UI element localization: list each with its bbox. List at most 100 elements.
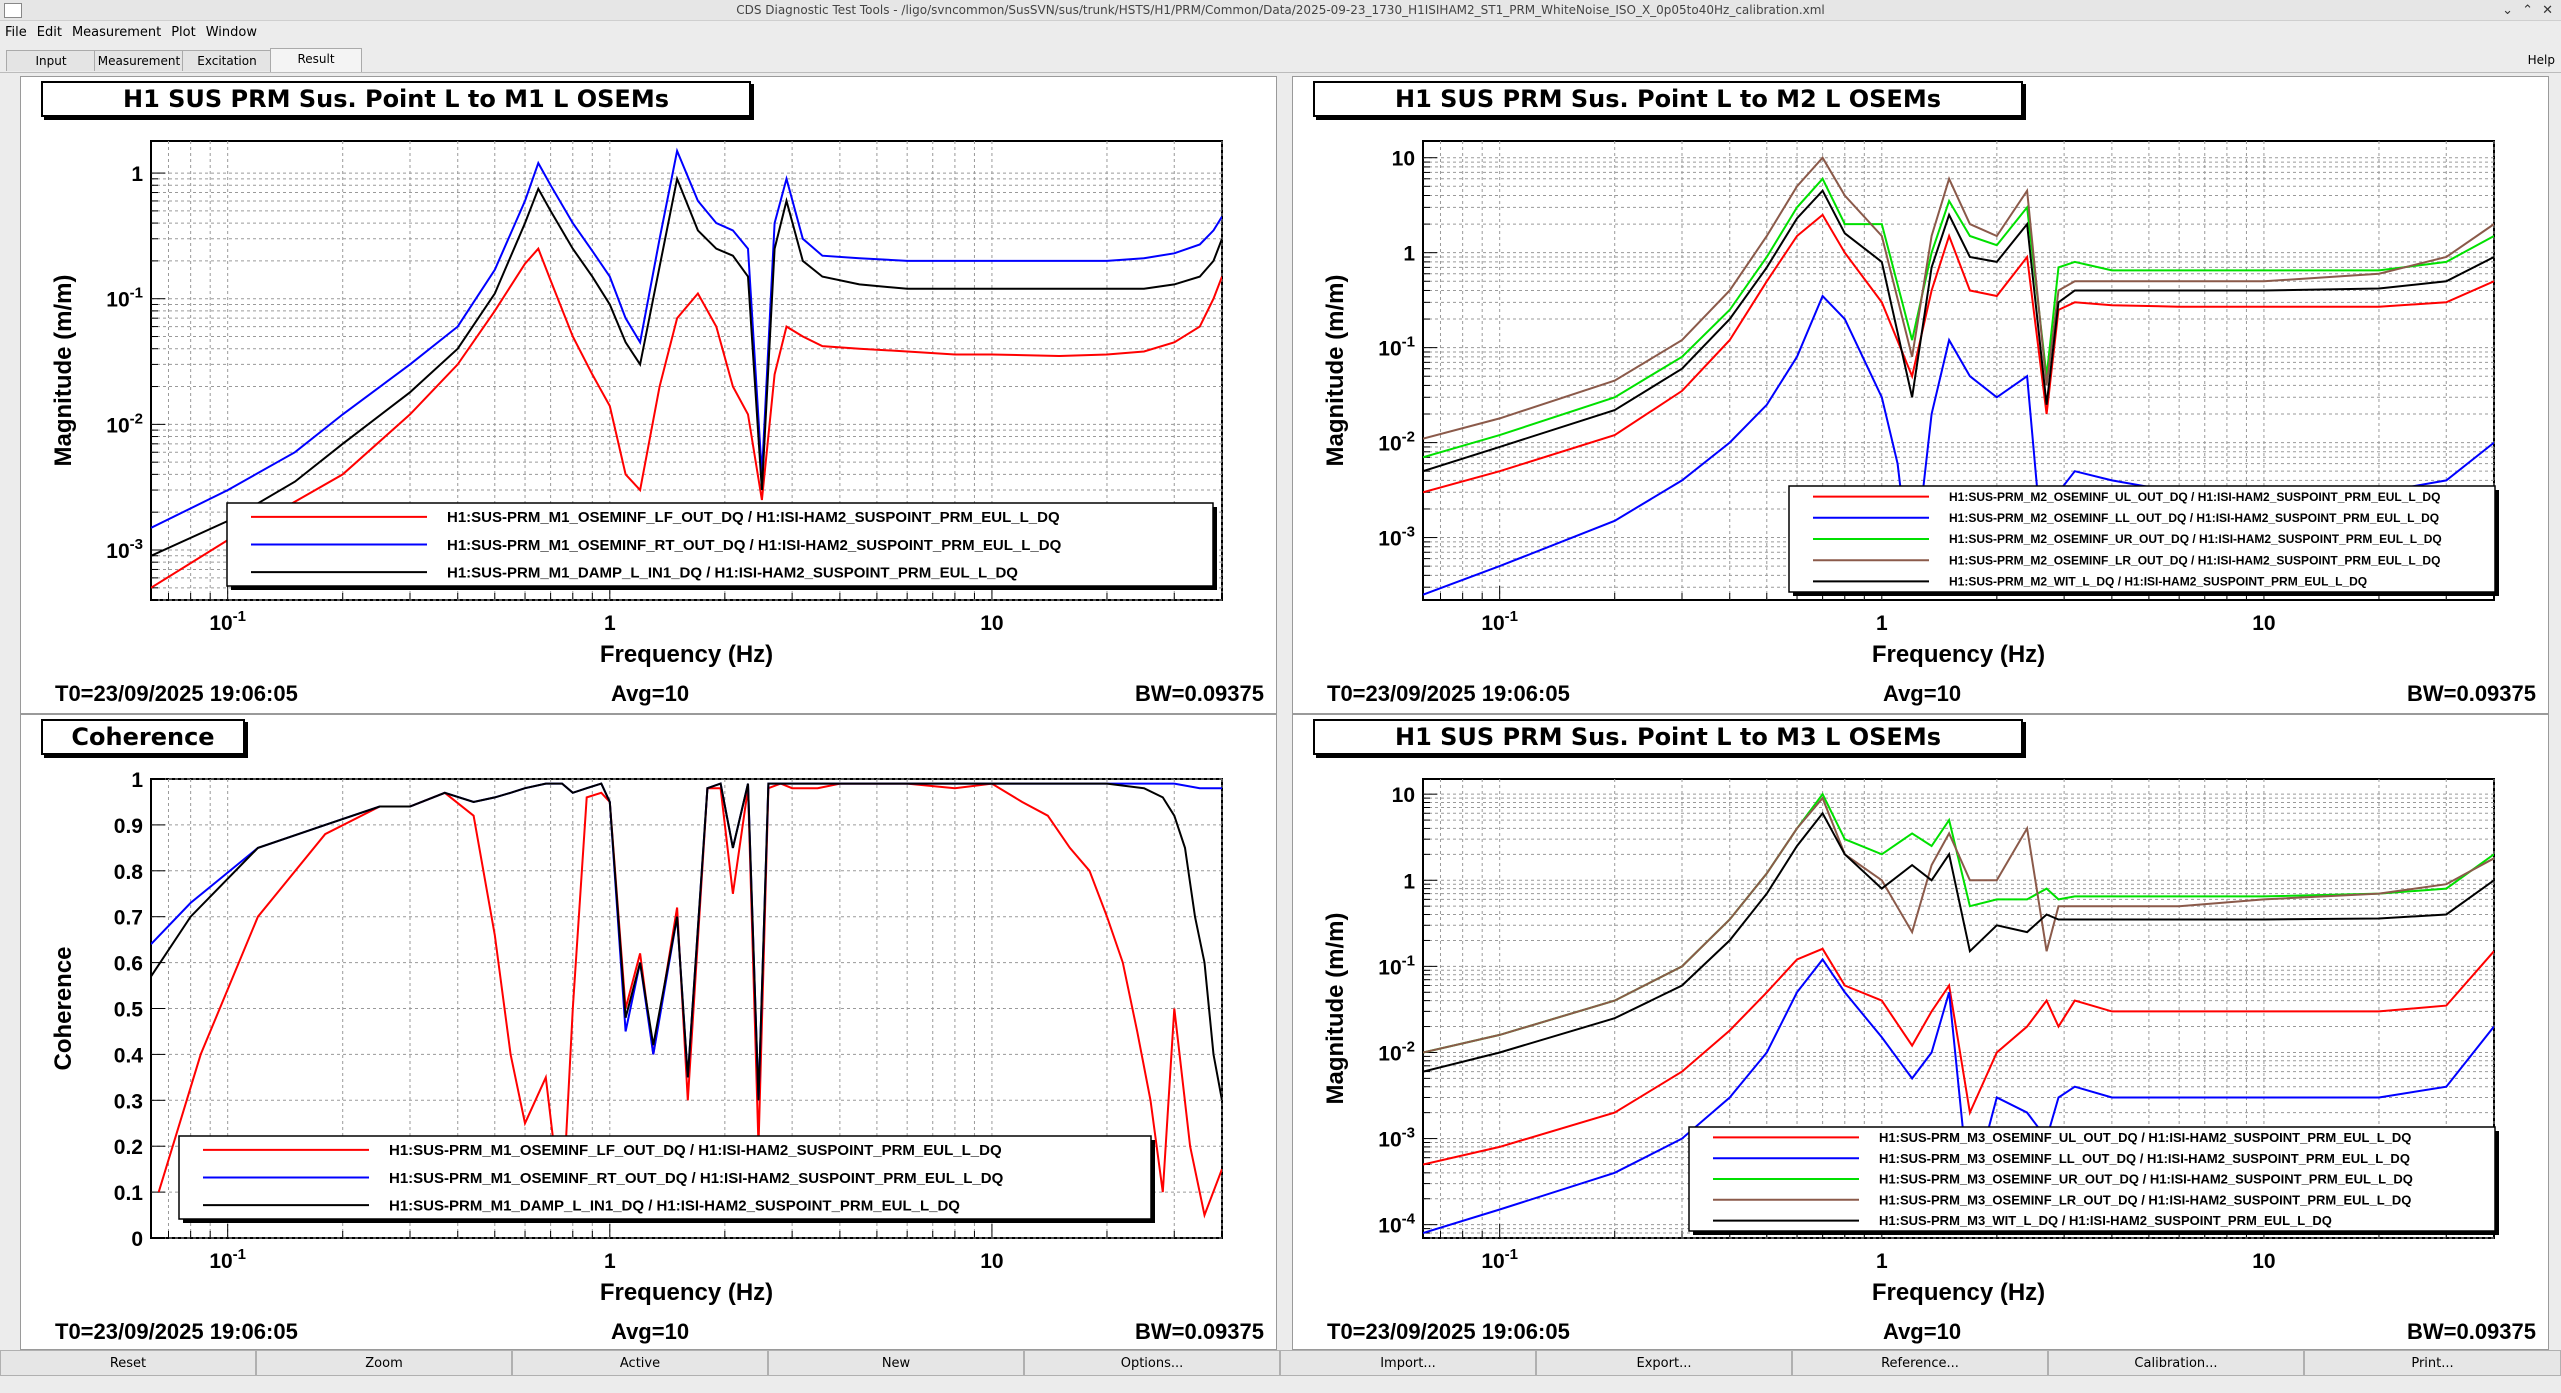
y-tick-label: 0.7 bbox=[114, 907, 143, 930]
x-tick-label: 1 bbox=[604, 1250, 616, 1273]
plot-panel-coherence[interactable]: Coherence 10-1 1 10 0 0.1 0.2 0.3 0.4 0.5 0.6 0.7 0… bbox=[20, 714, 1277, 1350]
new-button[interactable]: New bbox=[768, 1350, 1024, 1376]
y-tick-label: 1 bbox=[1403, 243, 1415, 266]
print-button[interactable]: Print... bbox=[2304, 1350, 2561, 1376]
x-axis-label: Frequency (Hz) bbox=[600, 1279, 773, 1306]
series-line-3 bbox=[1423, 177, 2494, 459]
y-tick-label: 1 bbox=[131, 769, 143, 792]
maximize-icon[interactable]: ⌃ bbox=[2522, 3, 2533, 18]
y-tick-label: 0.4 bbox=[114, 1044, 144, 1067]
footer-bw: BW=0.09375 bbox=[1134, 1319, 1264, 1344]
tab-measurement[interactable]: Measurement bbox=[94, 50, 184, 71]
menu-bar: File Edit Measurement Plot Window bbox=[0, 22, 2561, 46]
y-tick-label: 0 bbox=[131, 1228, 143, 1251]
plot-panel-m2[interactable]: H1 SUS PRM Sus. Point L to M2 L OSEMs 10… bbox=[1292, 76, 2549, 714]
chart-m2[interactable]: 10-1 1 10 10-3 10-2 10-1 1 10 Frequency (Hz) Magn… bbox=[1293, 77, 2548, 713]
series-line-1 bbox=[151, 246, 1222, 589]
footer-t0: T0=23/09/2025 19:06:05 bbox=[1327, 681, 1570, 706]
x-tick-label: 10-1 bbox=[209, 608, 246, 635]
plot-panel-m1[interactable]: H1 SUS PRM Sus. Point L to M1 L OSEMs 10… bbox=[20, 76, 1277, 714]
x-tick-label: 1 bbox=[1876, 1250, 1888, 1273]
series-line-1 bbox=[1423, 947, 2494, 1166]
x-axis-label: Frequency (Hz) bbox=[600, 641, 773, 668]
y-tick-label: 0.2 bbox=[114, 1136, 143, 1159]
minimize-icon[interactable]: ⌄ bbox=[2502, 3, 2513, 18]
legend-label-1: H1:SUS-PRM_M1_OSEMINF_LF_OUT_DQ / H1:ISI… bbox=[389, 1142, 1002, 1159]
series-line-4 bbox=[1423, 156, 2494, 440]
y-tick-label: 1 bbox=[1403, 870, 1415, 893]
legend-label-3: H1:SUS-PRM_M2_OSEMINF_UR_OUT_DQ / H1:ISI… bbox=[1949, 532, 2442, 546]
footer-avg: Avg=10 bbox=[1883, 1319, 1962, 1344]
series-line-3 bbox=[151, 782, 1222, 1101]
reset-button[interactable]: Reset bbox=[0, 1350, 256, 1376]
tab-result[interactable]: Result bbox=[270, 48, 362, 72]
legend-label-2: H1:SUS-PRM_M3_OSEMINF_LL_OUT_DQ / H1:ISI… bbox=[1879, 1151, 2410, 1166]
zoom-button[interactable]: Zoom bbox=[256, 1350, 512, 1376]
y-axis-label: Magnitude (m/m) bbox=[50, 275, 77, 467]
footer-bw: BW=0.09375 bbox=[1134, 681, 1264, 706]
reference-button[interactable]: Reference... bbox=[1792, 1350, 2048, 1376]
footer-t0: T0=23/09/2025 19:06:05 bbox=[1327, 1319, 1570, 1344]
footer-avg: Avg=10 bbox=[1883, 681, 1962, 706]
chart-coherence[interactable]: 10-1 1 10 0 0.1 0.2 0.3 0.4 0.5 0.6 0.7 0.8 0.9 1 Freq… bbox=[21, 715, 1276, 1349]
footer-bw: BW=0.09375 bbox=[2406, 1319, 2536, 1344]
legend-label-2: H1:SUS-PRM_M1_OSEMINF_RT_OUT_DQ / H1:ISI… bbox=[389, 1170, 1004, 1187]
export-button[interactable]: Export... bbox=[1536, 1350, 1792, 1376]
menu-window[interactable]: Window bbox=[205, 25, 257, 40]
series-line-3 bbox=[151, 175, 1222, 557]
window-titlebar: CDS Diagnostic Test Tools - /ligo/svncom… bbox=[0, 0, 2561, 21]
tab-excitation[interactable]: Excitation bbox=[182, 50, 272, 71]
y-tick-label: 0.1 bbox=[114, 1182, 144, 1205]
legend-label-2: H1:SUS-PRM_M2_OSEMINF_LL_OUT_DQ / H1:ISI… bbox=[1949, 511, 2439, 525]
calibration-button[interactable]: Calibration... bbox=[2048, 1350, 2304, 1376]
chart-m1[interactable]: 10-1 1 10 10-3 10-2 10-1 1 Frequency (Hz) Magnit… bbox=[21, 77, 1276, 713]
y-tick-label: 10-1 bbox=[1378, 952, 1415, 979]
footer-avg: Avg=10 bbox=[611, 681, 690, 706]
close-icon[interactable]: ✕ bbox=[2542, 3, 2553, 18]
plot-title: H1 SUS PRM Sus. Point L to M3 L OSEMs bbox=[1313, 719, 2023, 755]
y-tick-label: 0.9 bbox=[114, 815, 143, 838]
series-line-4 bbox=[1423, 796, 2494, 1054]
tab-input[interactable]: Input bbox=[6, 50, 96, 71]
x-tick-label: 10 bbox=[980, 612, 1003, 635]
menu-plot[interactable]: Plot bbox=[171, 25, 196, 40]
x-tick-label: 10 bbox=[980, 1250, 1003, 1273]
menu-edit[interactable]: Edit bbox=[36, 25, 62, 40]
y-tick-label: 10-1 bbox=[1378, 334, 1415, 361]
y-tick-label: 0.8 bbox=[114, 861, 144, 884]
y-tick-label: 1 bbox=[131, 163, 143, 186]
active-button[interactable]: Active bbox=[512, 1350, 768, 1376]
y-tick-label: 0.5 bbox=[114, 999, 144, 1022]
x-tick-label: 10-1 bbox=[209, 1246, 246, 1273]
menu-file[interactable]: File bbox=[5, 25, 27, 40]
menu-measurement[interactable]: Measurement bbox=[71, 25, 162, 40]
tab-bar: Input Measurement Excitation Result bbox=[0, 48, 2561, 73]
y-axis-label: Coherence bbox=[50, 946, 77, 1070]
x-tick-label: 10-1 bbox=[1481, 1246, 1518, 1273]
plot-title: H1 SUS PRM Sus. Point L to M1 L OSEMs bbox=[41, 81, 751, 117]
chart-m3[interactable]: 10-1 1 10 10-4 10-3 10-2 10-1 1 10 Frequency (Hz)… bbox=[1293, 715, 2548, 1349]
window-title: CDS Diagnostic Test Tools - /ligo/svncom… bbox=[736, 3, 1825, 17]
y-tick-label: 10-1 bbox=[106, 285, 143, 312]
footer-avg: Avg=10 bbox=[611, 1319, 690, 1344]
options-button[interactable]: Options... bbox=[1024, 1350, 1280, 1376]
legend-label-4: H1:SUS-PRM_M2_OSEMINF_LR_OUT_DQ / H1:ISI… bbox=[1949, 553, 2440, 567]
series-line-5 bbox=[1423, 811, 2494, 1073]
legend-label-1: H1:SUS-PRM_M1_OSEMINF_LF_OUT_DQ / H1:ISI… bbox=[447, 509, 1060, 526]
footer-t0: T0=23/09/2025 19:06:05 bbox=[55, 1319, 298, 1344]
x-axis-label: Frequency (Hz) bbox=[1872, 1279, 2045, 1306]
legend-label-1: H1:SUS-PRM_M2_OSEMINF_UL_OUT_DQ / H1:ISI… bbox=[1949, 490, 2440, 504]
footer-t0: T0=23/09/2025 19:06:05 bbox=[55, 681, 298, 706]
x-tick-label: 1 bbox=[604, 612, 616, 635]
plot-panel-m3[interactable]: H1 SUS PRM Sus. Point L to M3 L OSEMs 10… bbox=[1292, 714, 2549, 1350]
y-tick-label: 0.6 bbox=[114, 953, 143, 976]
y-tick-label: 10-3 bbox=[106, 536, 143, 563]
x-axis-label: Frequency (Hz) bbox=[1872, 641, 2045, 668]
legend-label-5: H1:SUS-PRM_M2_WIT_L_DQ / H1:ISI-HAM2_SUS… bbox=[1949, 575, 2367, 589]
series-line-5 bbox=[1423, 188, 2494, 473]
legend-label-3: H1:SUS-PRM_M1_DAMP_L_IN1_DQ / H1:ISI-HAM… bbox=[447, 564, 1018, 581]
footer-bw: BW=0.09375 bbox=[2406, 681, 2536, 706]
legend-label-3: H1:SUS-PRM_M1_DAMP_L_IN1_DQ / H1:ISI-HAM… bbox=[389, 1197, 960, 1214]
import-button[interactable]: Import... bbox=[1280, 1350, 1536, 1376]
help-button[interactable]: Help bbox=[2527, 53, 2555, 67]
